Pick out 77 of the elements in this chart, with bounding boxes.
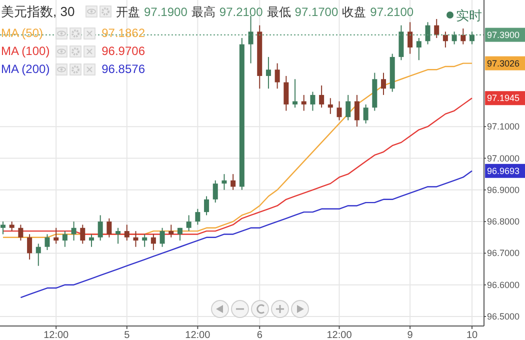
candlestick (124, 224, 130, 242)
candlestick (177, 227, 182, 242)
y-tick-label: 97.1000 (487, 122, 520, 132)
line-series (20, 170, 473, 298)
candlestick (71, 221, 76, 242)
candlestick (460, 28, 466, 45)
candlestick (354, 94, 360, 128)
candlestick (62, 230, 68, 248)
text: MA (100) (1, 44, 50, 58)
candlestick (106, 218, 112, 238)
candlestick (346, 94, 351, 121)
chart-title: 美元指数, 30 (1, 4, 75, 19)
x-tick-label: 5 (124, 330, 130, 340)
candlestick (116, 227, 121, 244)
candlestick (186, 214, 192, 232)
candlestick (416, 37, 422, 61)
candlestick (248, 15, 254, 64)
x-tick-label: 12:00 (326, 330, 352, 340)
x-tick-label: 12:00 (185, 330, 211, 340)
y-tick-label: 96.5000 (487, 312, 520, 322)
candlestick (142, 234, 148, 248)
candlestick (212, 180, 218, 204)
candlestick (0, 221, 6, 235)
candlestick (230, 174, 236, 190)
x-tick-label: 12:00 (44, 330, 70, 340)
y-tick-label: 96.6000 (487, 280, 520, 290)
candlestick (452, 31, 457, 45)
candlestick (266, 56, 271, 90)
text: MA (200) (1, 62, 50, 76)
candlestick (284, 75, 289, 112)
candlestick (336, 100, 342, 121)
candlestick (133, 230, 138, 248)
text: 97.3026 (487, 58, 520, 68)
y-tick-label: 96.7000 (487, 248, 520, 258)
candlestick (18, 224, 24, 242)
candlestick (44, 234, 50, 251)
candlestick (310, 91, 316, 112)
candlestick (222, 174, 227, 190)
candlestick (434, 18, 440, 38)
ref-line-label: 97.3900 (487, 30, 520, 40)
y-tick-label: 96.9000 (487, 184, 520, 195)
candlestick (54, 227, 59, 244)
candlestick (160, 227, 165, 248)
candlestick (204, 196, 210, 216)
candlestick (27, 234, 32, 260)
text: 开盘 97.1900 最高 97.2100 最低 97.1700 收盘 97.2100 (116, 5, 414, 19)
candlestick (363, 104, 368, 124)
text: 97.1945 (487, 93, 520, 104)
x-tick-label: 9 (407, 330, 414, 340)
text: MA (50) (1, 26, 44, 40)
x-tick-label: 6 (256, 330, 263, 340)
candlestick (425, 22, 430, 45)
candlestick (168, 224, 174, 238)
annotation: 96.9706 (102, 44, 146, 58)
annotation: 实时 (456, 8, 482, 23)
annotation: 96.8576 (102, 62, 146, 76)
candlestick (328, 98, 333, 114)
candlestick (98, 214, 103, 242)
y-tick-label: 96.8000 (487, 216, 520, 227)
candlestick (274, 62, 280, 90)
candlestick (301, 94, 306, 112)
annotation: 97.1862 (102, 26, 146, 40)
candlestick (292, 78, 298, 108)
text: 96.9693 (487, 166, 520, 176)
x-tick-label: 10 (466, 330, 478, 340)
y-tick-label: 97.0000 (487, 153, 520, 164)
candlestick (195, 208, 200, 226)
candlestick (319, 84, 324, 108)
candlestick (442, 31, 448, 48)
candlestick (381, 72, 386, 96)
candlestick (470, 31, 474, 45)
candlestick (408, 22, 413, 54)
candlestick (9, 221, 14, 232)
candlestick (36, 243, 41, 266)
candlestick (80, 224, 86, 244)
candlestick (88, 234, 94, 248)
candlestick (150, 234, 156, 251)
